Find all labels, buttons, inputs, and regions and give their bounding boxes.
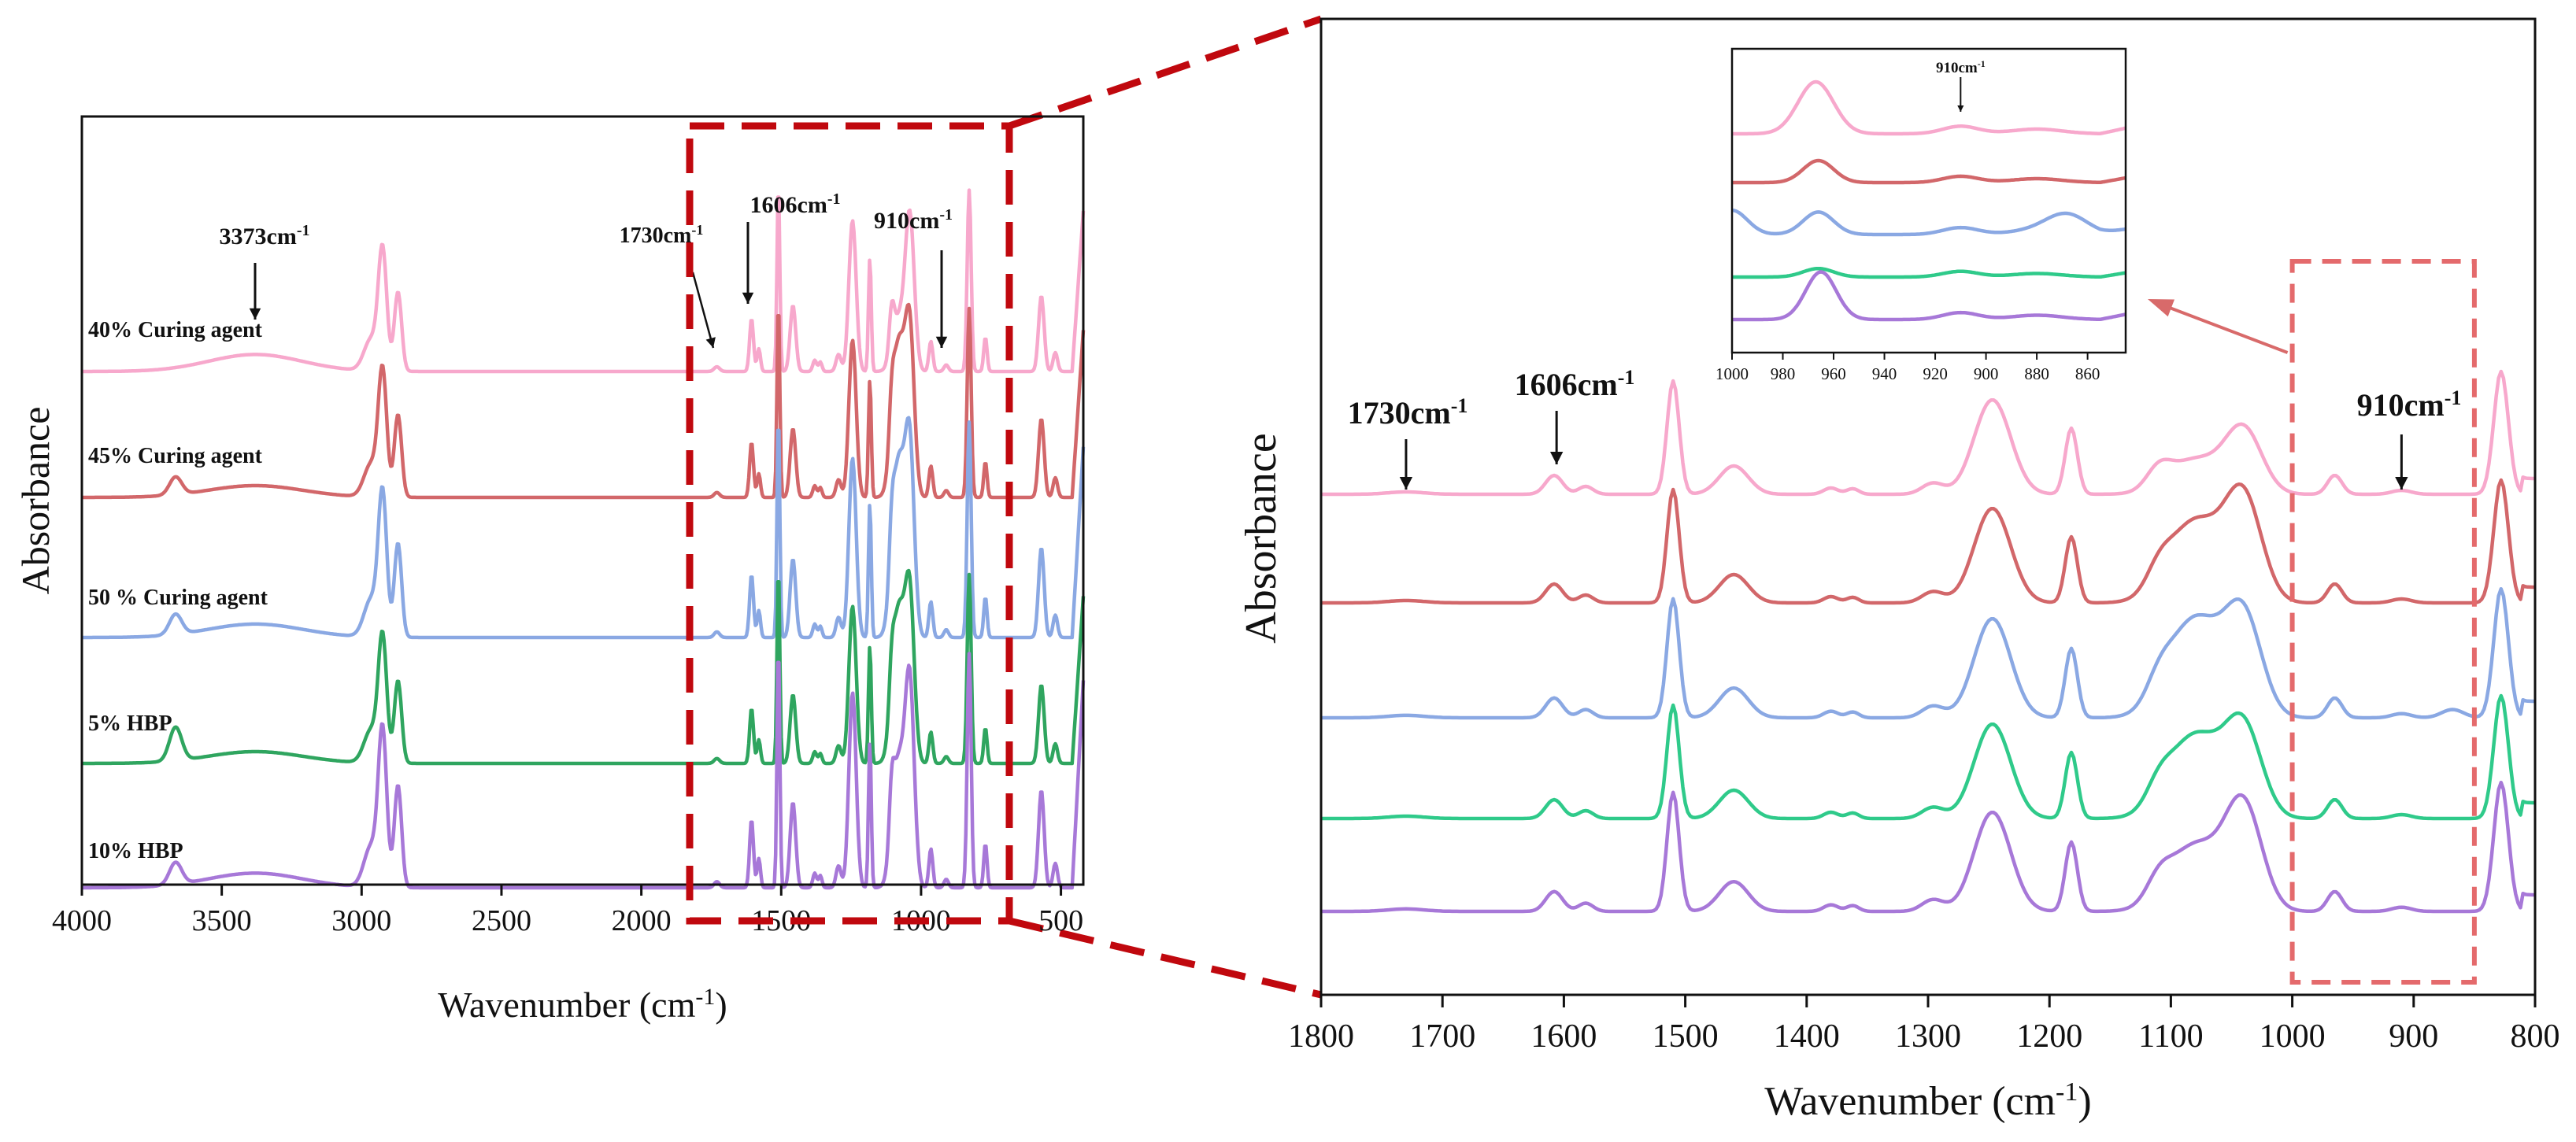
zoomed-spectrum-x-ticks: 1800 1700 1600 1500 1400 1300 1200 1100 1000 900 8…	[1288, 995, 2560, 1055]
inset-x-tick-label: 920	[1923, 364, 1948, 383]
x-tick-label: 2000	[612, 904, 672, 937]
series-label-red: 45% Curing agent	[88, 444, 263, 468]
zoom-x-tick-label: 1100	[2138, 1018, 2203, 1055]
annotation-1730: 1730cm-1	[620, 222, 704, 248]
inset-region-box	[2289, 259, 2477, 985]
zoom-x-tick-label: 1200	[2016, 1018, 2082, 1055]
zoomed-line-red	[1321, 478, 2535, 605]
inset-pointer-head	[2148, 299, 2174, 317]
series-line-green	[81, 568, 1086, 766]
inset-line-pink	[1731, 79, 2126, 136]
zoom-x-tick-label: 1800	[1288, 1018, 1354, 1055]
series-line-purple	[81, 652, 1086, 890]
zoomed-line-purple	[1321, 780, 2535, 914]
series-label-purple: 10% HBP	[88, 839, 183, 863]
inset-line-red	[1731, 158, 2126, 185]
inset-x-tick-label: 980	[1771, 364, 1796, 383]
annotation-3373: 3373cm-1	[220, 222, 310, 249]
zoomed-spectrum-annotations: 1730cm-1 1606cm-1 910cm-1	[1348, 366, 2462, 490]
zoomed-spectrum-y-axis-label: Absorbance	[1237, 433, 1286, 643]
zoom-annotation-1730: 1730cm-1	[1348, 394, 1468, 431]
full-spectrum-series	[81, 188, 1086, 890]
annotation-arrow-3373-head	[249, 308, 261, 320]
inset-background	[1732, 49, 2126, 353]
zoom-x-tick-label: 1600	[1530, 1018, 1597, 1055]
zoom-x-tick-label: 1500	[1653, 1018, 1719, 1055]
zoom-connector-bottom	[1008, 917, 1323, 999]
zoomed-spectrum-x-axis-label: Wavenumber (cm-1)	[1764, 1077, 2091, 1125]
zoom-x-tick-label: 1300	[1895, 1018, 1961, 1055]
zoom-annotation-arrow-910-head	[2395, 476, 2408, 490]
series-label-green: 5% HBP	[88, 711, 172, 736]
series-label-blue: 50 % Curing agent	[88, 586, 268, 610]
x-tick-label: 3500	[192, 904, 252, 937]
inset-pointer-arrow	[2148, 299, 2289, 354]
inset-annotations: 910cm-1	[1936, 58, 1986, 112]
zoom-annotation-910: 910cm-1	[2357, 386, 2462, 423]
inset-x-tick-label: 960	[1821, 364, 1846, 383]
zoom-x-tick-label: 800	[2511, 1018, 2560, 1055]
full-spectrum-x-axis-label: Wavenumber (cm-1)	[438, 984, 727, 1026]
zoomed-spectrum-series	[1321, 369, 2535, 914]
full-spectrum-frame	[80, 115, 1085, 886]
annotation-arrow-1730-head	[705, 337, 716, 348]
series-line-blue	[81, 416, 1086, 640]
zoom-x-tick-label: 1000	[2260, 1018, 2326, 1055]
inset-x-ticks: 1000 980 960 940 920 900 880 860	[1715, 353, 2100, 383]
zoom-x-tick-label: 1400	[1774, 1018, 1840, 1055]
inset-x-tick-label: 880	[2024, 364, 2049, 383]
x-tick-label: 3000	[331, 904, 391, 937]
series-line-red	[81, 302, 1086, 500]
inset-annotation-910: 910cm-1	[1936, 58, 1986, 76]
annotation-arrow-1730	[691, 272, 715, 349]
annotation-910: 910cm-1	[874, 206, 953, 234]
x-tick-label: 2500	[472, 904, 531, 937]
zoomed-line-pink	[1321, 369, 2535, 497]
series-line-pink	[81, 188, 1086, 374]
full-spectrum-x-ticks: 4000 3500 3000 2500 2000 1500 1000 500	[52, 885, 1083, 937]
inset-x-tick-label: 900	[1974, 364, 1999, 383]
inset-series	[1731, 79, 2126, 322]
zoom-x-tick-label: 1700	[1409, 1018, 1475, 1055]
inset-line-purple	[1731, 270, 2126, 322]
inset-pointer-line	[2163, 304, 2289, 354]
inset-x-tick-label: 860	[2075, 364, 2100, 383]
x-tick-label: 500	[1038, 904, 1083, 937]
inset-line-blue	[1731, 208, 2126, 237]
x-tick-label: 4000	[52, 904, 112, 937]
full-spectrum-annotations: 3373cm-1 1730cm-1 1606cm-1 910cm-1	[220, 190, 953, 349]
inset-line-teal	[1731, 266, 2126, 279]
full-spectrum-y-axis-label: Absorbance	[13, 407, 57, 595]
zoom-region-box	[686, 122, 1013, 925]
inset-x-tick-label: 1000	[1715, 364, 1749, 383]
annotation-1606: 1606cm-1	[750, 190, 841, 218]
annotation-arrow-910-head	[935, 336, 948, 348]
full-spectrum-series-labels: 40% Curing agent 45% Curing agent 50 % Cur…	[88, 318, 268, 863]
zoom-annotation-arrow-1606-head	[1549, 451, 1564, 464]
zoom-connector-top	[1008, 15, 1323, 130]
inset-frame	[1730, 47, 2127, 354]
zoomed-line-teal	[1321, 693, 2535, 821]
inset-x-tick-label: 940	[1872, 364, 1897, 383]
zoom-annotation-arrow-1730-head	[1399, 476, 1413, 490]
zoomed-spectrum-panel: 1800 1700 1600 1500 1400 1300 1200 1100 1000 900 8…	[1237, 17, 2560, 1125]
zoom-annotation-1606: 1606cm-1	[1515, 366, 1635, 403]
inset-annotation-arrow-910-head	[1957, 105, 1964, 112]
series-label-pink: 40% Curing agent	[88, 318, 263, 342]
zoomed-line-blue	[1321, 586, 2535, 720]
inset-panel: 1000 980 960 940 920 900 880 860 910cm-1	[1715, 47, 2127, 383]
zoom-connector-lines	[1008, 15, 1323, 999]
full-spectrum-panel: 4000 3500 3000 2500 2000 1500 1000 500 40% Curi…	[13, 115, 1086, 1026]
zoom-x-tick-label: 900	[2389, 1018, 2438, 1055]
annotation-arrow-1606-head	[742, 292, 754, 304]
